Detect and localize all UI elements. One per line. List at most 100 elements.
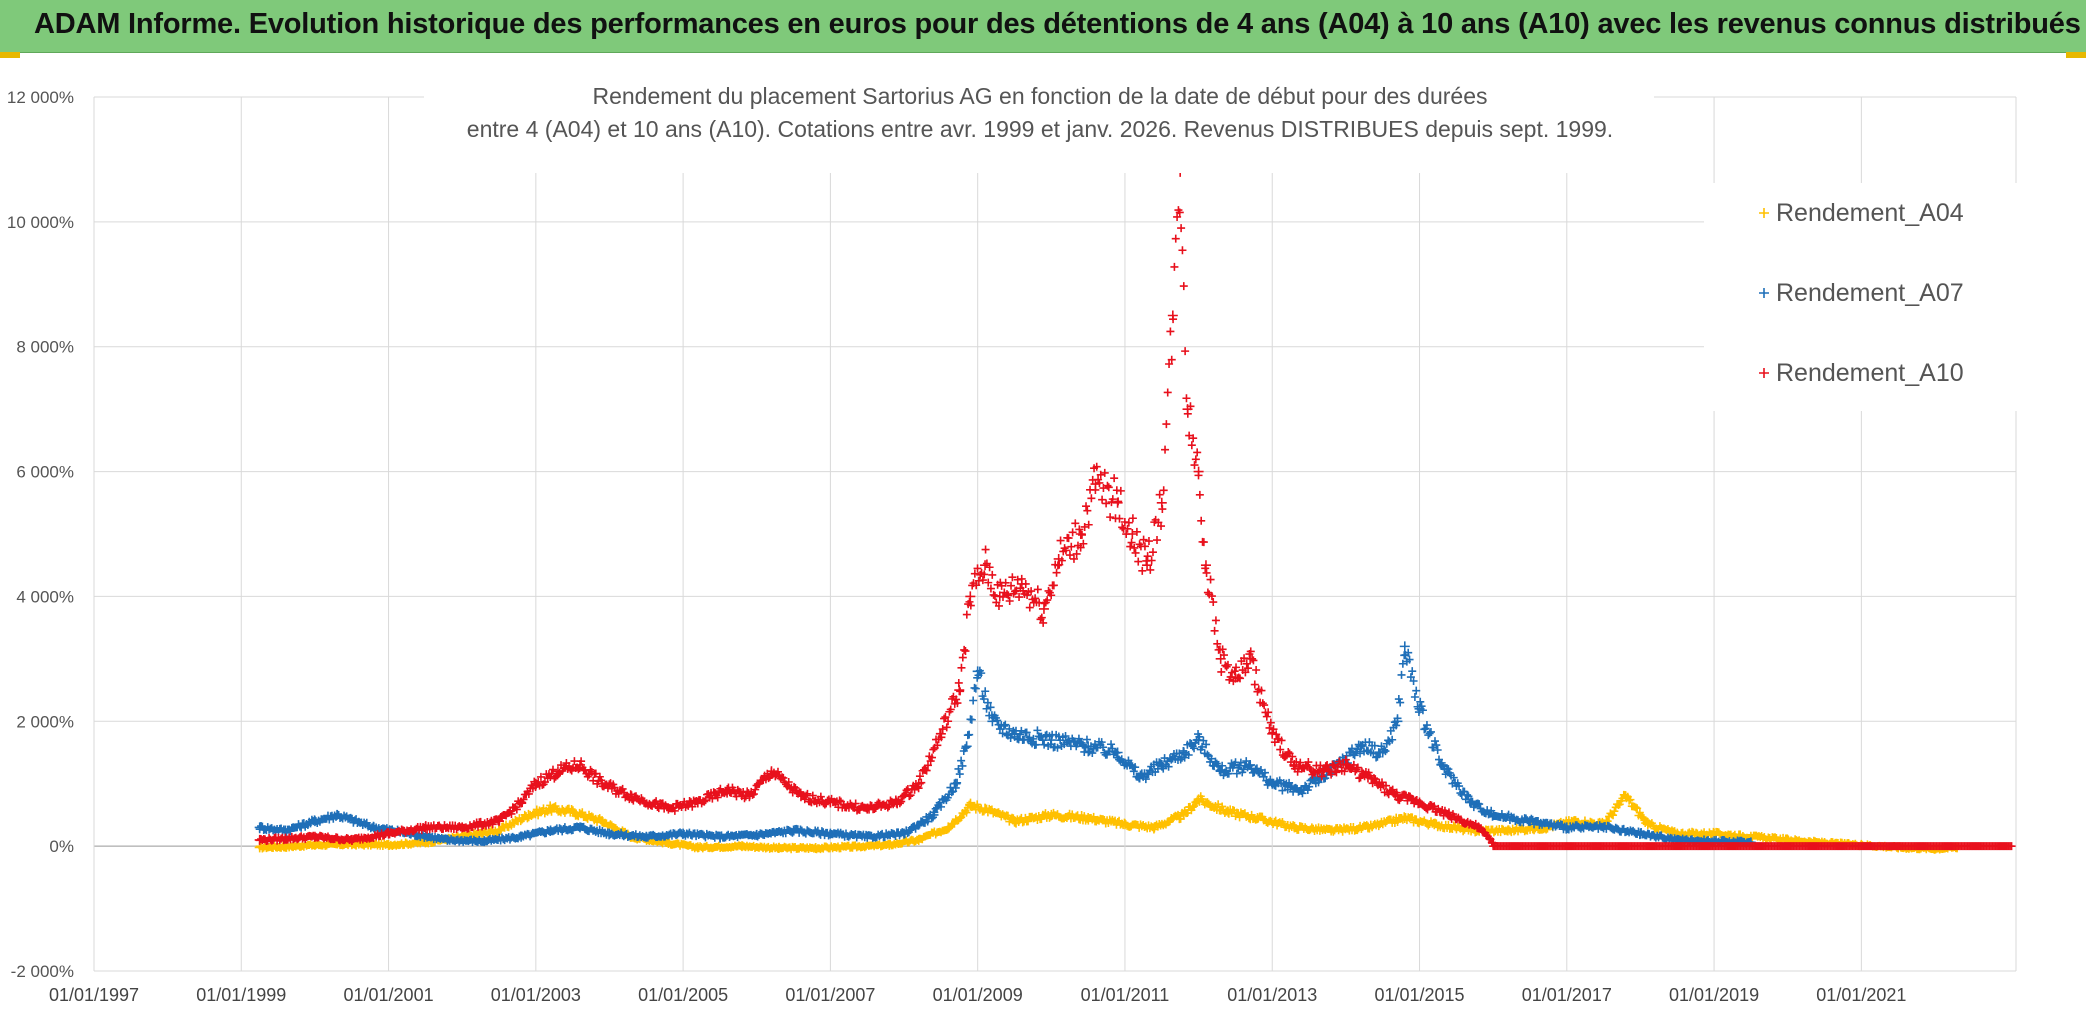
plus-marker: [1123, 524, 1132, 533]
plus-marker: [1248, 654, 1257, 663]
x-tick-label: 01/01/2011: [1081, 985, 1170, 1005]
plus-marker: [1114, 497, 1123, 506]
plus-marker: [1422, 721, 1431, 730]
plus-marker: [1405, 655, 1414, 664]
plus-marker: [1417, 702, 1426, 711]
plus-marker: [1032, 740, 1041, 749]
plus-marker: [1183, 808, 1192, 817]
plus-marker: [1211, 616, 1220, 625]
plus-marker: [986, 584, 995, 593]
plus-marker: [1155, 758, 1164, 767]
plus-marker: [788, 788, 797, 797]
plus-marker: [930, 808, 939, 817]
plus-marker: [914, 821, 923, 830]
plus-marker: [578, 808, 587, 817]
plus-marker: [1444, 765, 1453, 774]
plus-marker: [1236, 758, 1245, 767]
plus-marker: [1139, 535, 1148, 544]
plus-marker: [1392, 721, 1401, 730]
plus-marker: [1005, 597, 1014, 606]
plus-marker: [1018, 818, 1027, 827]
plus-marker: [1626, 795, 1635, 804]
plus-marker: [1252, 764, 1261, 773]
plus-marker: [1397, 670, 1406, 679]
plus-marker: [922, 766, 931, 775]
plus-marker: [1234, 673, 1243, 682]
plus-marker: [1163, 388, 1172, 397]
plus-marker: [1347, 744, 1356, 753]
plus-marker: [985, 563, 994, 572]
plus-marker: [1161, 445, 1170, 454]
plus-marker: [524, 789, 533, 798]
plus-marker: [1301, 781, 1310, 790]
plus-marker: [495, 816, 504, 825]
y-tick-label: 4 000%: [16, 587, 74, 606]
plus-marker: [1404, 648, 1413, 657]
plus-marker: [1203, 750, 1212, 759]
plus-marker: [1463, 790, 1472, 799]
plus-marker: [1340, 767, 1349, 776]
plus-marker: [1005, 724, 1014, 733]
plus-marker: [973, 564, 982, 573]
plus-marker: [2007, 842, 2016, 851]
plus-marker: [1146, 565, 1155, 574]
plus-marker: [1229, 677, 1238, 686]
plus-marker: [885, 802, 894, 811]
plus-marker: [1166, 327, 1175, 336]
plus-marker: [595, 772, 604, 781]
plus-marker: [929, 745, 938, 754]
plus-marker: [1072, 549, 1081, 558]
plus-marker: [1352, 765, 1361, 774]
plus-marker: [883, 803, 892, 812]
plus-marker: [945, 824, 954, 833]
plus-marker: [1362, 746, 1371, 755]
plus-marker: [1074, 734, 1083, 743]
plus-marker: [937, 802, 946, 811]
plus-marker: [1017, 726, 1026, 735]
plus-marker: [923, 817, 932, 826]
plus-marker: [1331, 767, 1340, 776]
plus-marker: [1077, 738, 1086, 747]
x-tick-label: 01/01/2017: [1522, 985, 1612, 1005]
plus-marker: [701, 796, 710, 805]
plus-marker: [534, 777, 543, 786]
plus-marker: [346, 813, 355, 822]
plus-marker: [297, 823, 306, 832]
plus-marker: [1759, 208, 1769, 218]
x-tick-label: 01/01/2007: [785, 985, 875, 1005]
plus-marker: [1202, 740, 1211, 749]
plus-marker: [1357, 742, 1366, 751]
plus-marker: [1049, 581, 1058, 590]
plus-marker: [1134, 557, 1143, 566]
plus-marker: [1382, 781, 1391, 790]
plus-marker: [1432, 741, 1441, 750]
plus-marker: [1127, 538, 1136, 547]
plus-marker: [957, 663, 966, 672]
plus-marker: [1209, 598, 1218, 607]
plus-marker: [988, 570, 997, 579]
plus-marker: [957, 813, 966, 822]
plus-marker: [597, 776, 606, 785]
plus-marker: [1157, 522, 1166, 531]
plus-marker: [1206, 575, 1215, 584]
plus-marker: [1099, 815, 1108, 824]
plus-marker: [1155, 490, 1164, 499]
plus-marker: [1615, 800, 1624, 809]
plus-marker: [536, 772, 545, 781]
plus-marker: [567, 805, 576, 814]
plus-marker: [994, 601, 1003, 610]
plus-marker: [670, 806, 679, 815]
plus-marker: [1638, 813, 1647, 822]
plus-marker: [1341, 755, 1350, 764]
plus-marker: [1424, 821, 1433, 830]
plus-marker: [1350, 751, 1359, 760]
plus-marker: [1031, 594, 1040, 603]
plus-marker: [1148, 548, 1157, 557]
plus-marker: [917, 778, 926, 787]
plus-marker: [1356, 773, 1365, 782]
plus-marker: [1175, 749, 1184, 758]
plus-marker: [1061, 732, 1070, 741]
chart-title-line-1: Rendement du placement Sartorius AG en f…: [592, 83, 1487, 109]
plus-marker: [1353, 745, 1362, 754]
plus-marker: [1353, 763, 1362, 772]
